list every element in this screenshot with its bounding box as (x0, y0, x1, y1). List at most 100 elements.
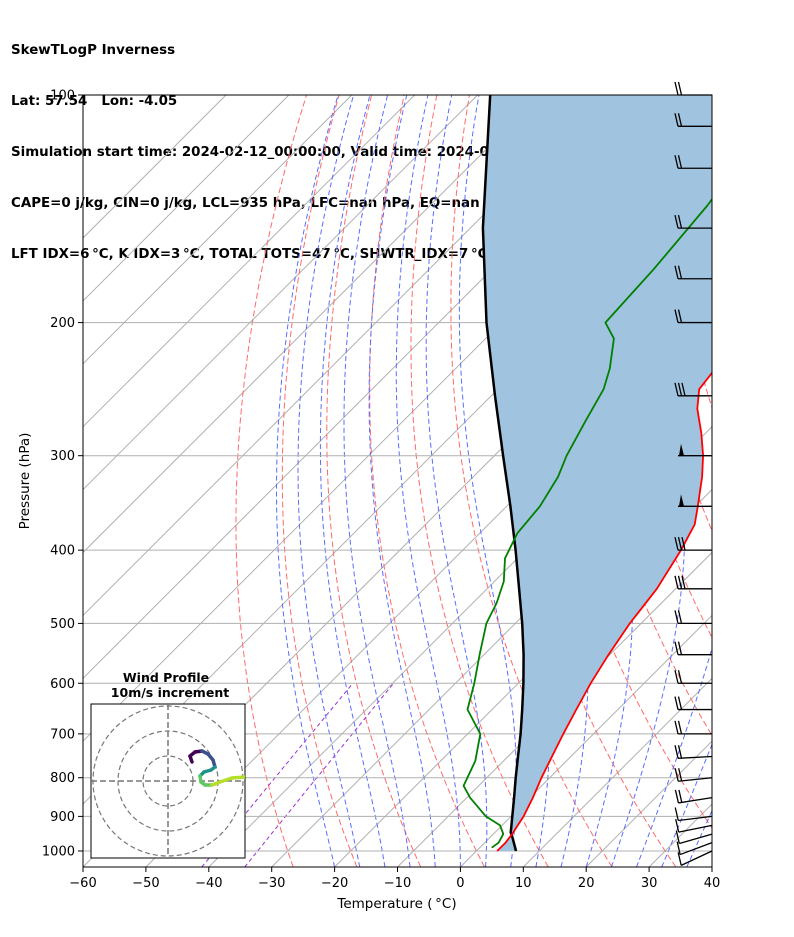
wind-barb (674, 610, 712, 625)
y-tick-label: 600 (50, 677, 75, 692)
y-tick-label: 200 (50, 316, 75, 331)
isotherm-line (83, 95, 290, 302)
x-axis-ticks: −60 −50 −40 −30 −20 −10 0 10 20 30 40 (69, 867, 720, 891)
cape-cin-shading (482, 95, 712, 851)
isotherm-line (711, 866, 712, 867)
isotherm-line (83, 95, 478, 491)
wind-barb (674, 81, 712, 96)
x-tick-label: −50 (132, 876, 159, 891)
isotherm-line (83, 95, 541, 554)
mixing-ratio-line (244, 682, 394, 867)
wind-barb (674, 155, 712, 169)
wind-barbs (674, 81, 713, 866)
dry-adiabat (281, 95, 358, 867)
y-tick-label: 1000 (42, 844, 75, 859)
moist-adiabat (711, 865, 712, 867)
isotherm-line (83, 95, 416, 428)
moist-adiabat (343, 95, 411, 867)
x-tick-label: 20 (578, 876, 595, 891)
axes: −60 −50 −40 −30 −20 −10 0 10 20 30 40 1000 900 800 70… (17, 89, 720, 913)
header-location: Lat: 57.54 Lon: -4.05 (11, 94, 178, 109)
moist-adiabat (737, 95, 794, 867)
moist-adiabat (319, 95, 386, 867)
moist-adiabat (425, 95, 488, 867)
hodograph-inset: Wind Profile 10m/s increment (90, 670, 246, 859)
cin-shaded-area (482, 95, 712, 851)
isotherm-line (83, 95, 353, 365)
moist-adiabat (458, 95, 517, 867)
wind-barb (676, 841, 713, 856)
moist-adiabat (661, 743, 712, 867)
dry-adiabat (326, 95, 422, 867)
isotherm-line (83, 95, 604, 617)
moist-adiabat (395, 95, 461, 867)
x-tick-label: 40 (704, 876, 721, 891)
wind-barb (674, 265, 712, 280)
x-axis-label: Temperature ( °C) (336, 896, 456, 912)
y-tick-label: 300 (50, 449, 75, 464)
wind-barb (675, 819, 713, 833)
hodograph-title: Wind Profile (123, 670, 209, 685)
x-tick-label: −20 (321, 876, 348, 891)
hodograph-trace (188, 749, 245, 787)
wind-barb (674, 720, 712, 735)
wind-barb (674, 575, 712, 590)
dry-adiabat (410, 95, 549, 867)
isotherm-line (334, 488, 712, 867)
y-axis-ticks: 1000 900 800 700 600 500 400 300 200 100 (42, 89, 83, 859)
hodograph-segment (230, 775, 245, 780)
wind-barb (674, 309, 712, 324)
wind-barb (677, 850, 713, 866)
moist-adiabat (368, 95, 436, 867)
x-tick-label: −10 (384, 876, 411, 891)
header-title: SkewTLogP Inverness (11, 43, 176, 58)
x-tick-label: 30 (641, 876, 658, 891)
x-tick-label: 0 (456, 876, 464, 891)
y-tick-label: 700 (50, 727, 75, 742)
moist-adiabat (297, 95, 361, 867)
dry-adiabat (730, 95, 794, 867)
header-indices-line: LFT IDX=6 °C, K IDX=3 °C, TOTAL TOTS=47 … (11, 247, 488, 262)
wind-barb (678, 494, 712, 507)
wind-barb (674, 807, 713, 822)
dewpoint-line (462, 197, 712, 849)
parcel-profile-line (481, 95, 525, 852)
isotherm-line (460, 614, 712, 867)
x-tick-label: −60 (69, 876, 96, 891)
moist-adiabat (686, 809, 712, 867)
y-axis-label: Pressure (hPa) (17, 433, 33, 530)
dry-adiabat (235, 95, 307, 867)
profile-lines (462, 95, 712, 852)
wind-barb (675, 830, 713, 845)
moist-adiabat (276, 95, 339, 867)
hodograph-subtitle: 10m/s increment (111, 685, 229, 700)
dry-adiabat (369, 95, 485, 867)
wind-barb (674, 536, 712, 551)
moist-adiabat (610, 95, 686, 867)
wind-barb (674, 696, 712, 711)
wind-barb (674, 789, 713, 804)
dry-adiabat (763, 95, 794, 867)
wind-barb (674, 382, 712, 397)
y-tick-label: 500 (50, 617, 75, 632)
y-tick-label: 900 (50, 810, 75, 825)
wind-barb (674, 214, 712, 229)
x-tick-label: 10 (515, 876, 532, 891)
wind-barb (674, 641, 712, 656)
y-tick-label: 400 (50, 544, 75, 559)
wind-barb (674, 670, 712, 684)
isotherm-line (83, 95, 227, 239)
wind-barb (674, 113, 712, 127)
wind-barb (674, 768, 713, 782)
wind-barb (674, 745, 713, 759)
wind-barb (678, 443, 712, 457)
isotherm-line (522, 677, 712, 867)
x-tick-label: −40 (195, 876, 222, 891)
hodograph-rings (91, 704, 245, 858)
moist-adiabat (636, 646, 712, 867)
x-tick-label: −30 (258, 876, 285, 891)
hodograph-segment (218, 776, 234, 784)
temperature-line (496, 371, 712, 852)
y-tick-label: 800 (50, 771, 75, 786)
